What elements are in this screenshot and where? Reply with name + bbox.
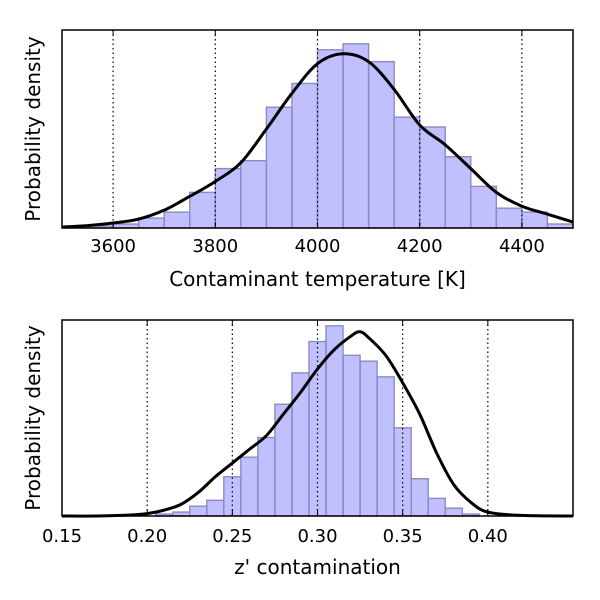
x-tick-label: 4000 — [295, 236, 341, 257]
histogram-bar — [316, 49, 344, 229]
temperature-kde-curve — [61, 52, 574, 229]
histogram-bar — [163, 211, 191, 229]
histogram-bar — [206, 499, 225, 517]
contamination-x-axis-label: z' contamination — [234, 555, 401, 579]
histogram-bar — [257, 436, 276, 517]
contamination-x-ticks: 0.15 0.20 0.25 0.30 0.35 0.40 — [42, 320, 508, 547]
histogram-bar — [376, 376, 395, 517]
histogram-bar — [359, 360, 378, 517]
contamination-histogram-bars — [154, 325, 481, 517]
histogram-bar — [410, 478, 429, 517]
x-tick-label: 4400 — [499, 236, 545, 257]
histogram-bar — [291, 82, 319, 229]
histogram-bar — [393, 116, 421, 229]
histogram-bar — [444, 507, 463, 517]
contamination-dotted-lines — [146, 320, 489, 516]
x-tick-label: 4200 — [397, 236, 443, 257]
x-tick-label: 3600 — [90, 236, 136, 257]
histogram-bar — [393, 427, 412, 517]
temperature-histogram-panel: 3600 3800 4000 4200 4400 Contaminant tempera… — [21, 29, 574, 291]
histogram-bar — [342, 43, 370, 229]
histogram-bar — [342, 354, 361, 517]
x-tick-label: 0.25 — [212, 526, 252, 547]
contamination-kde-curve — [61, 330, 574, 518]
temperature-x-axis-label: Contaminant temperature [K] — [169, 267, 466, 291]
x-tick-label: 0.30 — [297, 526, 337, 547]
temperature-y-axis-label: Probability density — [21, 36, 45, 222]
histogram-bar — [495, 207, 523, 229]
x-tick-label: 0.40 — [468, 526, 508, 547]
histogram-bar — [189, 191, 216, 229]
histogram-bar — [189, 505, 208, 517]
contamination-y-axis-label: Probability density — [21, 325, 45, 511]
histogram-bar — [427, 497, 446, 517]
histogram-bar — [367, 60, 395, 229]
histogram-bar — [444, 156, 472, 229]
x-tick-label: 0.35 — [383, 526, 423, 547]
contamination-histogram-panel: 0.15 0.20 0.25 0.30 0.35 0.40 z' contaminatio… — [21, 319, 574, 579]
x-tick-label: 0.15 — [42, 526, 82, 547]
histogram-bar — [240, 159, 268, 229]
histogram-bar — [470, 185, 498, 229]
temperature-x-ticks: 3600 3800 4000 4200 4400 — [90, 30, 545, 257]
temperature-histogram-bars — [86, 43, 574, 229]
histogram-bar — [240, 456, 259, 517]
x-tick-label: 3800 — [192, 236, 238, 257]
x-tick-label: 0.20 — [127, 526, 167, 547]
